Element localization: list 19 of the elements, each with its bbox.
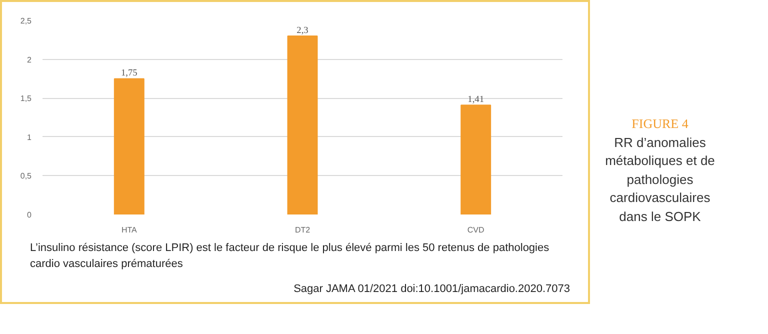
x-tick-label: DT2: [294, 226, 311, 234]
y-tick-label: 0: [27, 210, 32, 220]
bar: [114, 78, 144, 214]
text: RR d’anomalies métaboliques et de pathologies cardiovasculaires dans le SOPK: [604, 134, 716, 226]
data-label: 2,3: [296, 26, 309, 36]
bar: [460, 104, 492, 214]
x-tick-label: HTA: [121, 226, 138, 234]
y-tick-label: 0,5: [20, 172, 32, 181]
text: FIGURE 4: [630, 115, 690, 133]
y-tick-label: 2,5: [20, 16, 32, 26]
y-tick-label: 1: [27, 132, 32, 142]
y-tick-label: 1,5: [20, 94, 32, 104]
data-label: 1,75: [121, 68, 138, 79]
text: Sagar JAMA 01/2021 doi:10.1001/jamacardio.2020.7073: [292, 282, 570, 298]
text: L’insulino résistance (score LPIR) est le facteur de risque le plus élevé parmi les 50 retenus de pathologies cardio vasculaires prématurées: [30, 241, 550, 272]
y-tick-label: 2: [27, 55, 32, 64]
bar: [287, 36, 318, 214]
data-label: 1,41: [468, 95, 484, 106]
x-tick-label: CVD: [467, 226, 484, 234]
